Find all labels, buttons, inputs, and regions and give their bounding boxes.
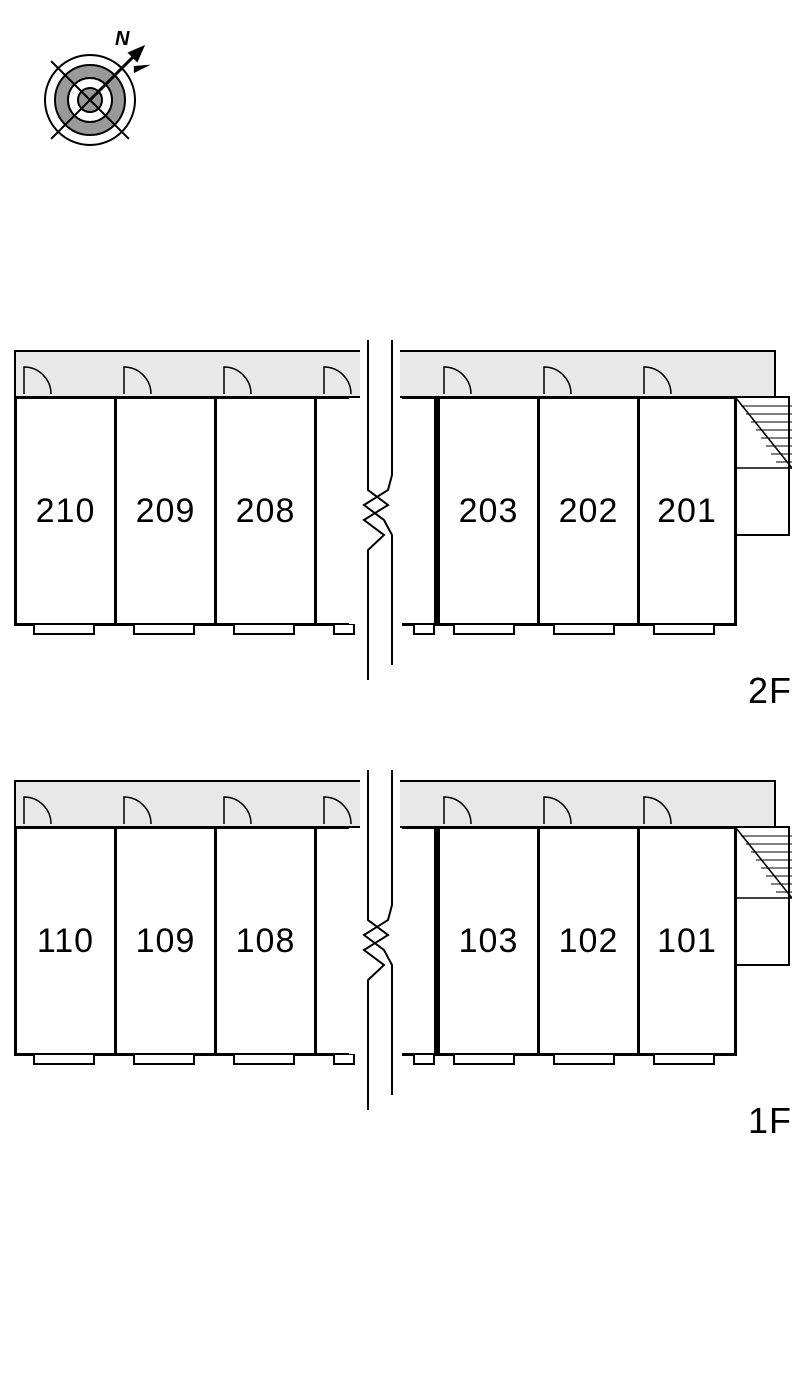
unit-partial	[314, 396, 349, 626]
unit-label: 209	[136, 492, 196, 531]
unit-partial	[314, 826, 349, 1056]
unit-label: 109	[136, 922, 196, 961]
unit-209: 209	[114, 396, 214, 626]
unit-label: 101	[657, 922, 717, 961]
unit-110: 110	[14, 826, 114, 1056]
floor-label-2f: 2F	[748, 670, 792, 712]
unit-label: 203	[459, 492, 519, 531]
unit-101: 101	[637, 826, 737, 1056]
unit-103: 103	[437, 826, 537, 1056]
unit-row-2f-left: 210 209 208	[14, 396, 349, 626]
unit-210: 210	[14, 396, 114, 626]
unit-label: 201	[657, 492, 717, 531]
floor-2f: 210 209 208 203 202 201	[0, 350, 800, 670]
unit-label: 108	[236, 922, 296, 961]
unit-202: 202	[537, 396, 637, 626]
unit-label: 103	[459, 922, 519, 961]
unit-label: 202	[559, 492, 619, 531]
unit-label: 208	[236, 492, 296, 531]
unit-label: 210	[36, 492, 96, 531]
unit-label: 102	[559, 922, 619, 961]
unit-109: 109	[114, 826, 214, 1056]
unit-102: 102	[537, 826, 637, 1056]
floor-label-1f: 1F	[748, 1100, 792, 1142]
unit-108: 108	[214, 826, 314, 1056]
unit-row-2f-right: 203 202 201	[402, 396, 737, 626]
unit-partial	[402, 826, 437, 1056]
unit-201: 201	[637, 396, 737, 626]
compass-label: N	[115, 28, 130, 50]
unit-partial	[402, 396, 437, 626]
floor-1f: 110 109 108 103 102 101	[0, 780, 800, 1100]
break-mark-2f	[360, 340, 400, 660]
stairs-1f	[734, 826, 790, 966]
unit-203: 203	[437, 396, 537, 626]
unit-row-1f-right: 103 102 101	[402, 826, 737, 1056]
unit-row-1f-left: 110 109 108	[14, 826, 349, 1056]
unit-208: 208	[214, 396, 314, 626]
break-mark-1f	[360, 770, 400, 1090]
stairs-2f	[734, 396, 790, 536]
compass-rose: N	[15, 15, 165, 165]
unit-label: 110	[37, 922, 94, 961]
